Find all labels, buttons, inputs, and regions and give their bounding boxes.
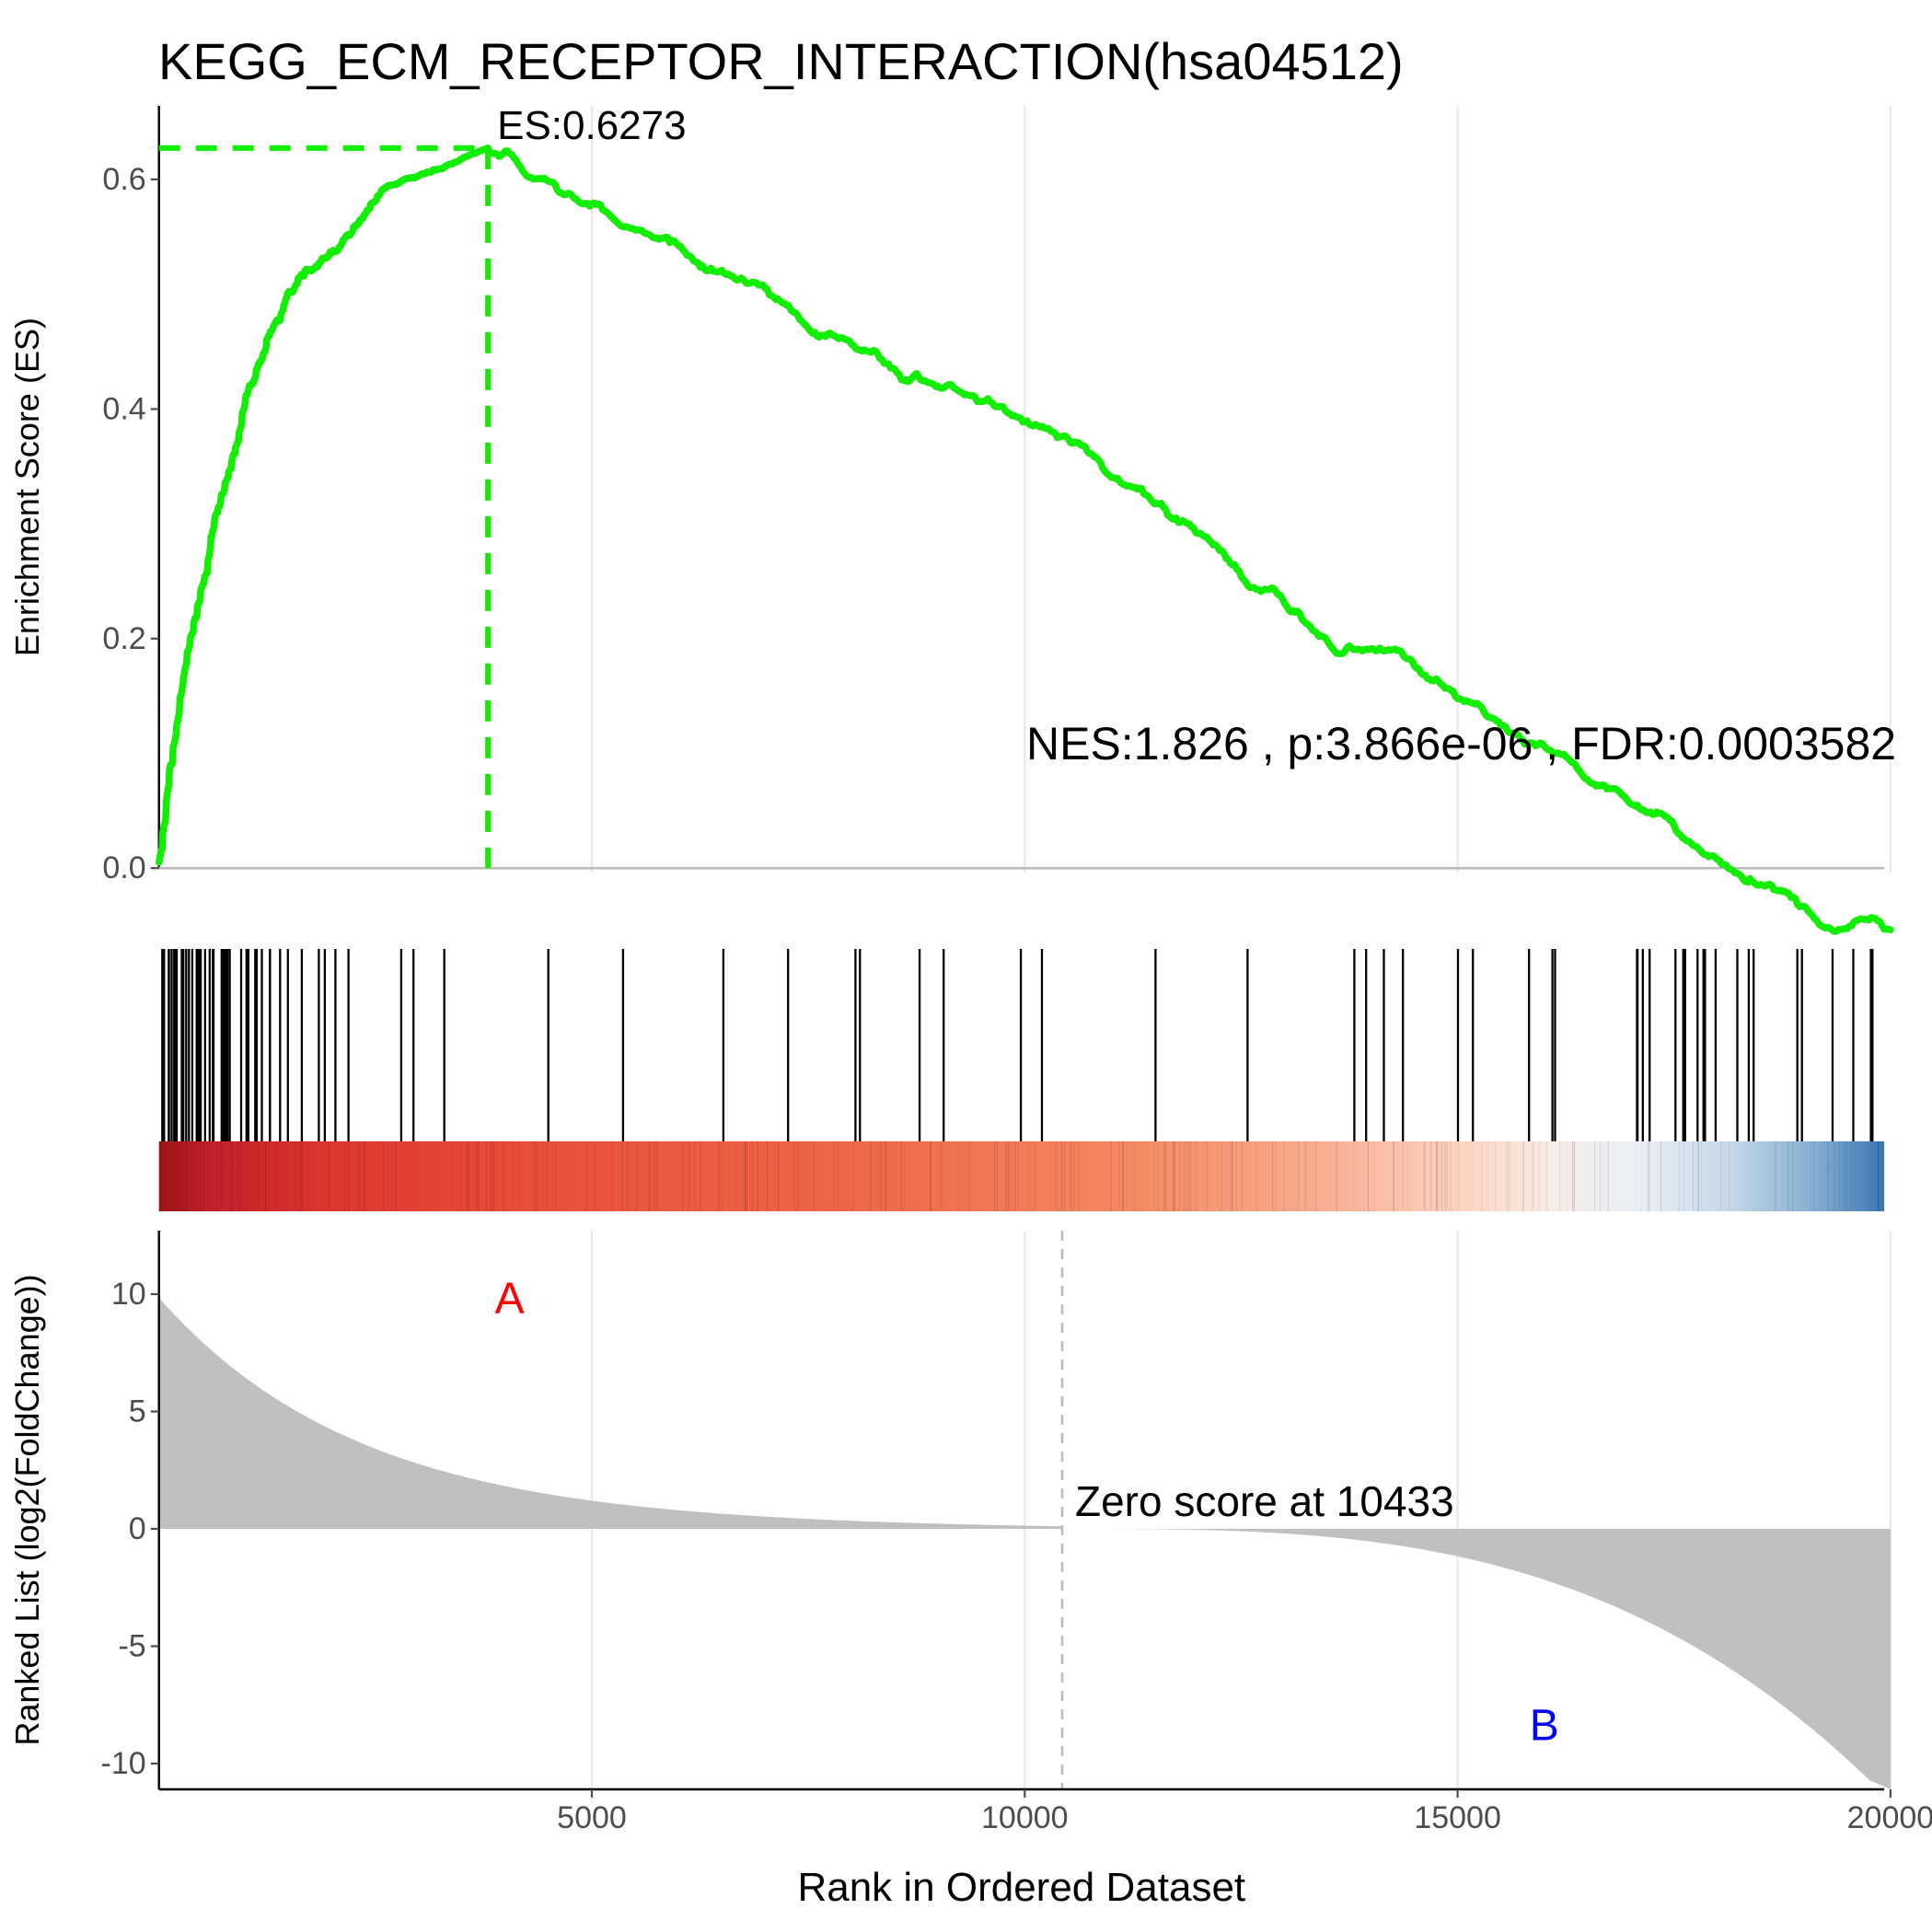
svg-text:Ranked List (log2(FoldChange)): Ranked List (log2(FoldChange))	[8, 1274, 46, 1745]
svg-text:KEGG_ECM_RECEPTOR_INTERACTION(: KEGG_ECM_RECEPTOR_INTERACTION(hsa04512)	[158, 32, 1404, 90]
svg-text:Rank in Ordered Dataset: Rank in Ordered Dataset	[797, 1865, 1245, 1910]
svg-text:Zero score at 10433: Zero score at 10433	[1075, 1477, 1454, 1525]
svg-text:A: A	[495, 1274, 525, 1323]
svg-text:0.4: 0.4	[102, 391, 145, 426]
svg-text:B: B	[1530, 1702, 1559, 1751]
svg-text:10: 10	[111, 1277, 146, 1312]
svg-text:NES:1.826 , p:3.866e-06 , FDR:: NES:1.826 , p:3.866e-06 , FDR:0.0003582	[1026, 718, 1896, 769]
svg-text:5000: 5000	[557, 1800, 627, 1835]
svg-text:0.2: 0.2	[102, 621, 145, 656]
svg-text:0.0: 0.0	[102, 850, 145, 885]
svg-text:-5: -5	[118, 1629, 145, 1664]
svg-text:20000: 20000	[1847, 1800, 1932, 1835]
svg-text:Enrichment Score (ES): Enrichment Score (ES)	[8, 318, 46, 656]
svg-text:0: 0	[129, 1511, 146, 1546]
svg-text:0.6: 0.6	[102, 162, 145, 197]
svg-text:ES:0.6273: ES:0.6273	[497, 103, 687, 148]
svg-text:5: 5	[129, 1394, 146, 1429]
svg-text:15000: 15000	[1414, 1800, 1501, 1835]
svg-text:10000: 10000	[981, 1800, 1069, 1835]
svg-text:-10: -10	[101, 1746, 146, 1781]
